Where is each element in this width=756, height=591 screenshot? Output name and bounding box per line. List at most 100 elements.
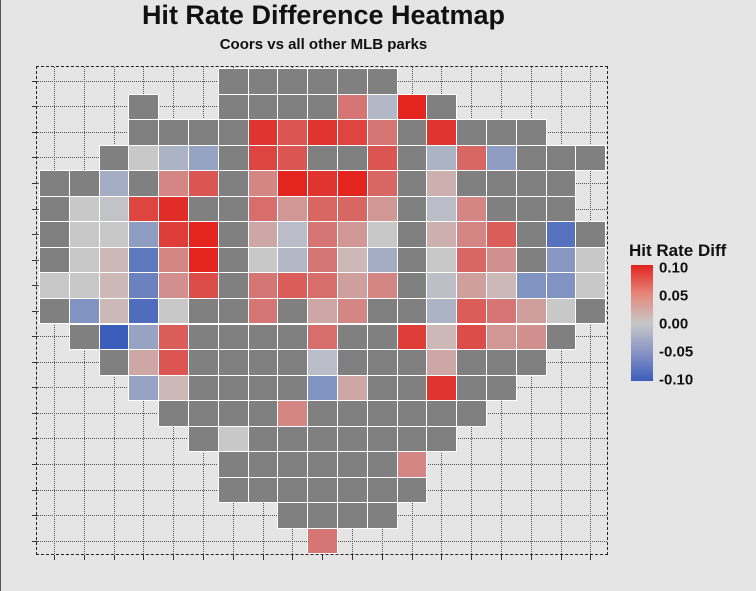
heatmap-cell: [426, 425, 458, 453]
heatmap-cell: [247, 451, 279, 478]
x-axis-tick: [292, 555, 294, 560]
heatmap-cell: [217, 476, 249, 504]
chart-subtitle: Coors vs all other MLB parks: [219, 36, 428, 53]
heatmap-cell: [158, 144, 189, 172]
y-axis-tick: [32, 489, 37, 491]
x-axis-tick: [411, 555, 413, 560]
heatmap-cell: [277, 221, 309, 248]
heatmap-cell: [158, 374, 189, 402]
heatmap-cell: [217, 68, 249, 95]
y-axis-tick: [32, 259, 37, 261]
heatmap-cell: [307, 425, 338, 453]
legend-tick-label: 0.05: [659, 287, 689, 305]
heatmap-cell: [307, 246, 338, 274]
heatmap-cell: [486, 195, 517, 223]
heatmap-cell: [396, 476, 428, 504]
heatmap-cell: [247, 170, 279, 197]
heatmap-cell: [337, 323, 368, 351]
heatmap-cell: [366, 323, 398, 351]
heatmap-cell: [396, 425, 428, 453]
heatmap-cell: [515, 323, 547, 351]
heatmap-cell: [68, 323, 100, 351]
heatmap-cell: [188, 349, 219, 376]
heatmap-cell: [456, 374, 487, 402]
heatmap-cell: [396, 323, 428, 351]
heatmap-cell: [486, 272, 517, 299]
heatmap-cell: [158, 119, 189, 146]
heatmap-cell: [307, 349, 338, 376]
heatmap-cell: [247, 476, 279, 504]
heatmap-cell: [217, 221, 249, 248]
heatmap-cell: [247, 246, 279, 274]
heatmap-cell: [158, 323, 189, 351]
heatmap-cell: [456, 297, 487, 325]
heatmap-cell: [188, 425, 219, 453]
x-axis-tick: [500, 555, 502, 560]
heatmap-cell: [307, 502, 338, 529]
heatmap-cell: [247, 349, 279, 376]
heatmap-cell: [337, 374, 368, 402]
heatmap-cell: [307, 527, 338, 555]
heatmap-cell: [98, 195, 130, 223]
heatmap-cell: [217, 297, 249, 325]
heatmap-cell: [456, 400, 487, 427]
heatmap-cell: [277, 297, 309, 325]
x-axis-tick: [262, 555, 264, 560]
heatmap-cell: [396, 144, 428, 172]
heatmap-cell: [337, 400, 368, 427]
heatmap-cell: [545, 323, 577, 351]
heatmap-cell: [247, 144, 279, 172]
heatmap-cell: [366, 400, 398, 427]
heatmap-cell: [68, 221, 100, 248]
heatmap-cell: [366, 297, 398, 325]
heatmap-cell: [426, 170, 458, 197]
x-axis-tick: [590, 555, 592, 560]
heatmap-cell: [515, 246, 547, 274]
heatmap-cell: [545, 144, 577, 172]
y-axis-tick: [32, 464, 37, 466]
heatmap-cell: [277, 374, 309, 402]
heatmap-cell: [188, 246, 219, 274]
y-axis-tick: [32, 182, 37, 184]
x-axis-tick: [322, 555, 324, 560]
heatmap-cell: [366, 195, 398, 223]
legend-tick-label: -0.10: [659, 371, 694, 389]
heatmap-cell: [217, 246, 249, 274]
heatmap-cell: [128, 246, 160, 274]
heatmap-cell: [456, 272, 487, 299]
heatmap-cell: [545, 246, 577, 274]
heatmap-cell: [307, 476, 338, 504]
heatmap-cell: [217, 195, 249, 223]
heatmap-cell: [456, 195, 487, 223]
heatmap-cell: [486, 221, 517, 248]
heatmap-cell: [396, 93, 428, 121]
heatmap-cell: [39, 221, 70, 248]
heatmap-cell: [247, 272, 279, 299]
heatmap-cell: [217, 93, 249, 121]
y-axis-tick: [32, 285, 37, 287]
heatmap-cell: [337, 144, 368, 172]
heatmap-cell: [188, 323, 219, 351]
heatmap-cell: [307, 119, 338, 146]
heatmap-cell: [396, 119, 428, 146]
heatmap-cell: [68, 170, 100, 197]
heatmap-cell: [39, 246, 70, 274]
x-axis-tick: [381, 555, 383, 560]
heatmap-cell: [307, 93, 338, 121]
heatmap-cell: [307, 297, 338, 325]
heatmap-cell: [307, 451, 338, 478]
y-axis-tick: [32, 540, 37, 542]
y-axis-tick: [32, 80, 37, 82]
heatmap-cell: [217, 272, 249, 299]
y-axis-tick: [32, 387, 37, 389]
heatmap-cell: [396, 349, 428, 376]
heatmap-cell: [68, 246, 100, 274]
heatmap-cell: [426, 144, 458, 172]
heatmap-cell: [337, 170, 368, 197]
heatmap-cell: [426, 246, 458, 274]
heatmap-cell: [366, 502, 398, 529]
heatmap-cell: [188, 144, 219, 172]
heatmap-cell: [486, 323, 517, 351]
heatmap-cell: [545, 297, 577, 325]
heatmap-cell: [247, 119, 279, 146]
